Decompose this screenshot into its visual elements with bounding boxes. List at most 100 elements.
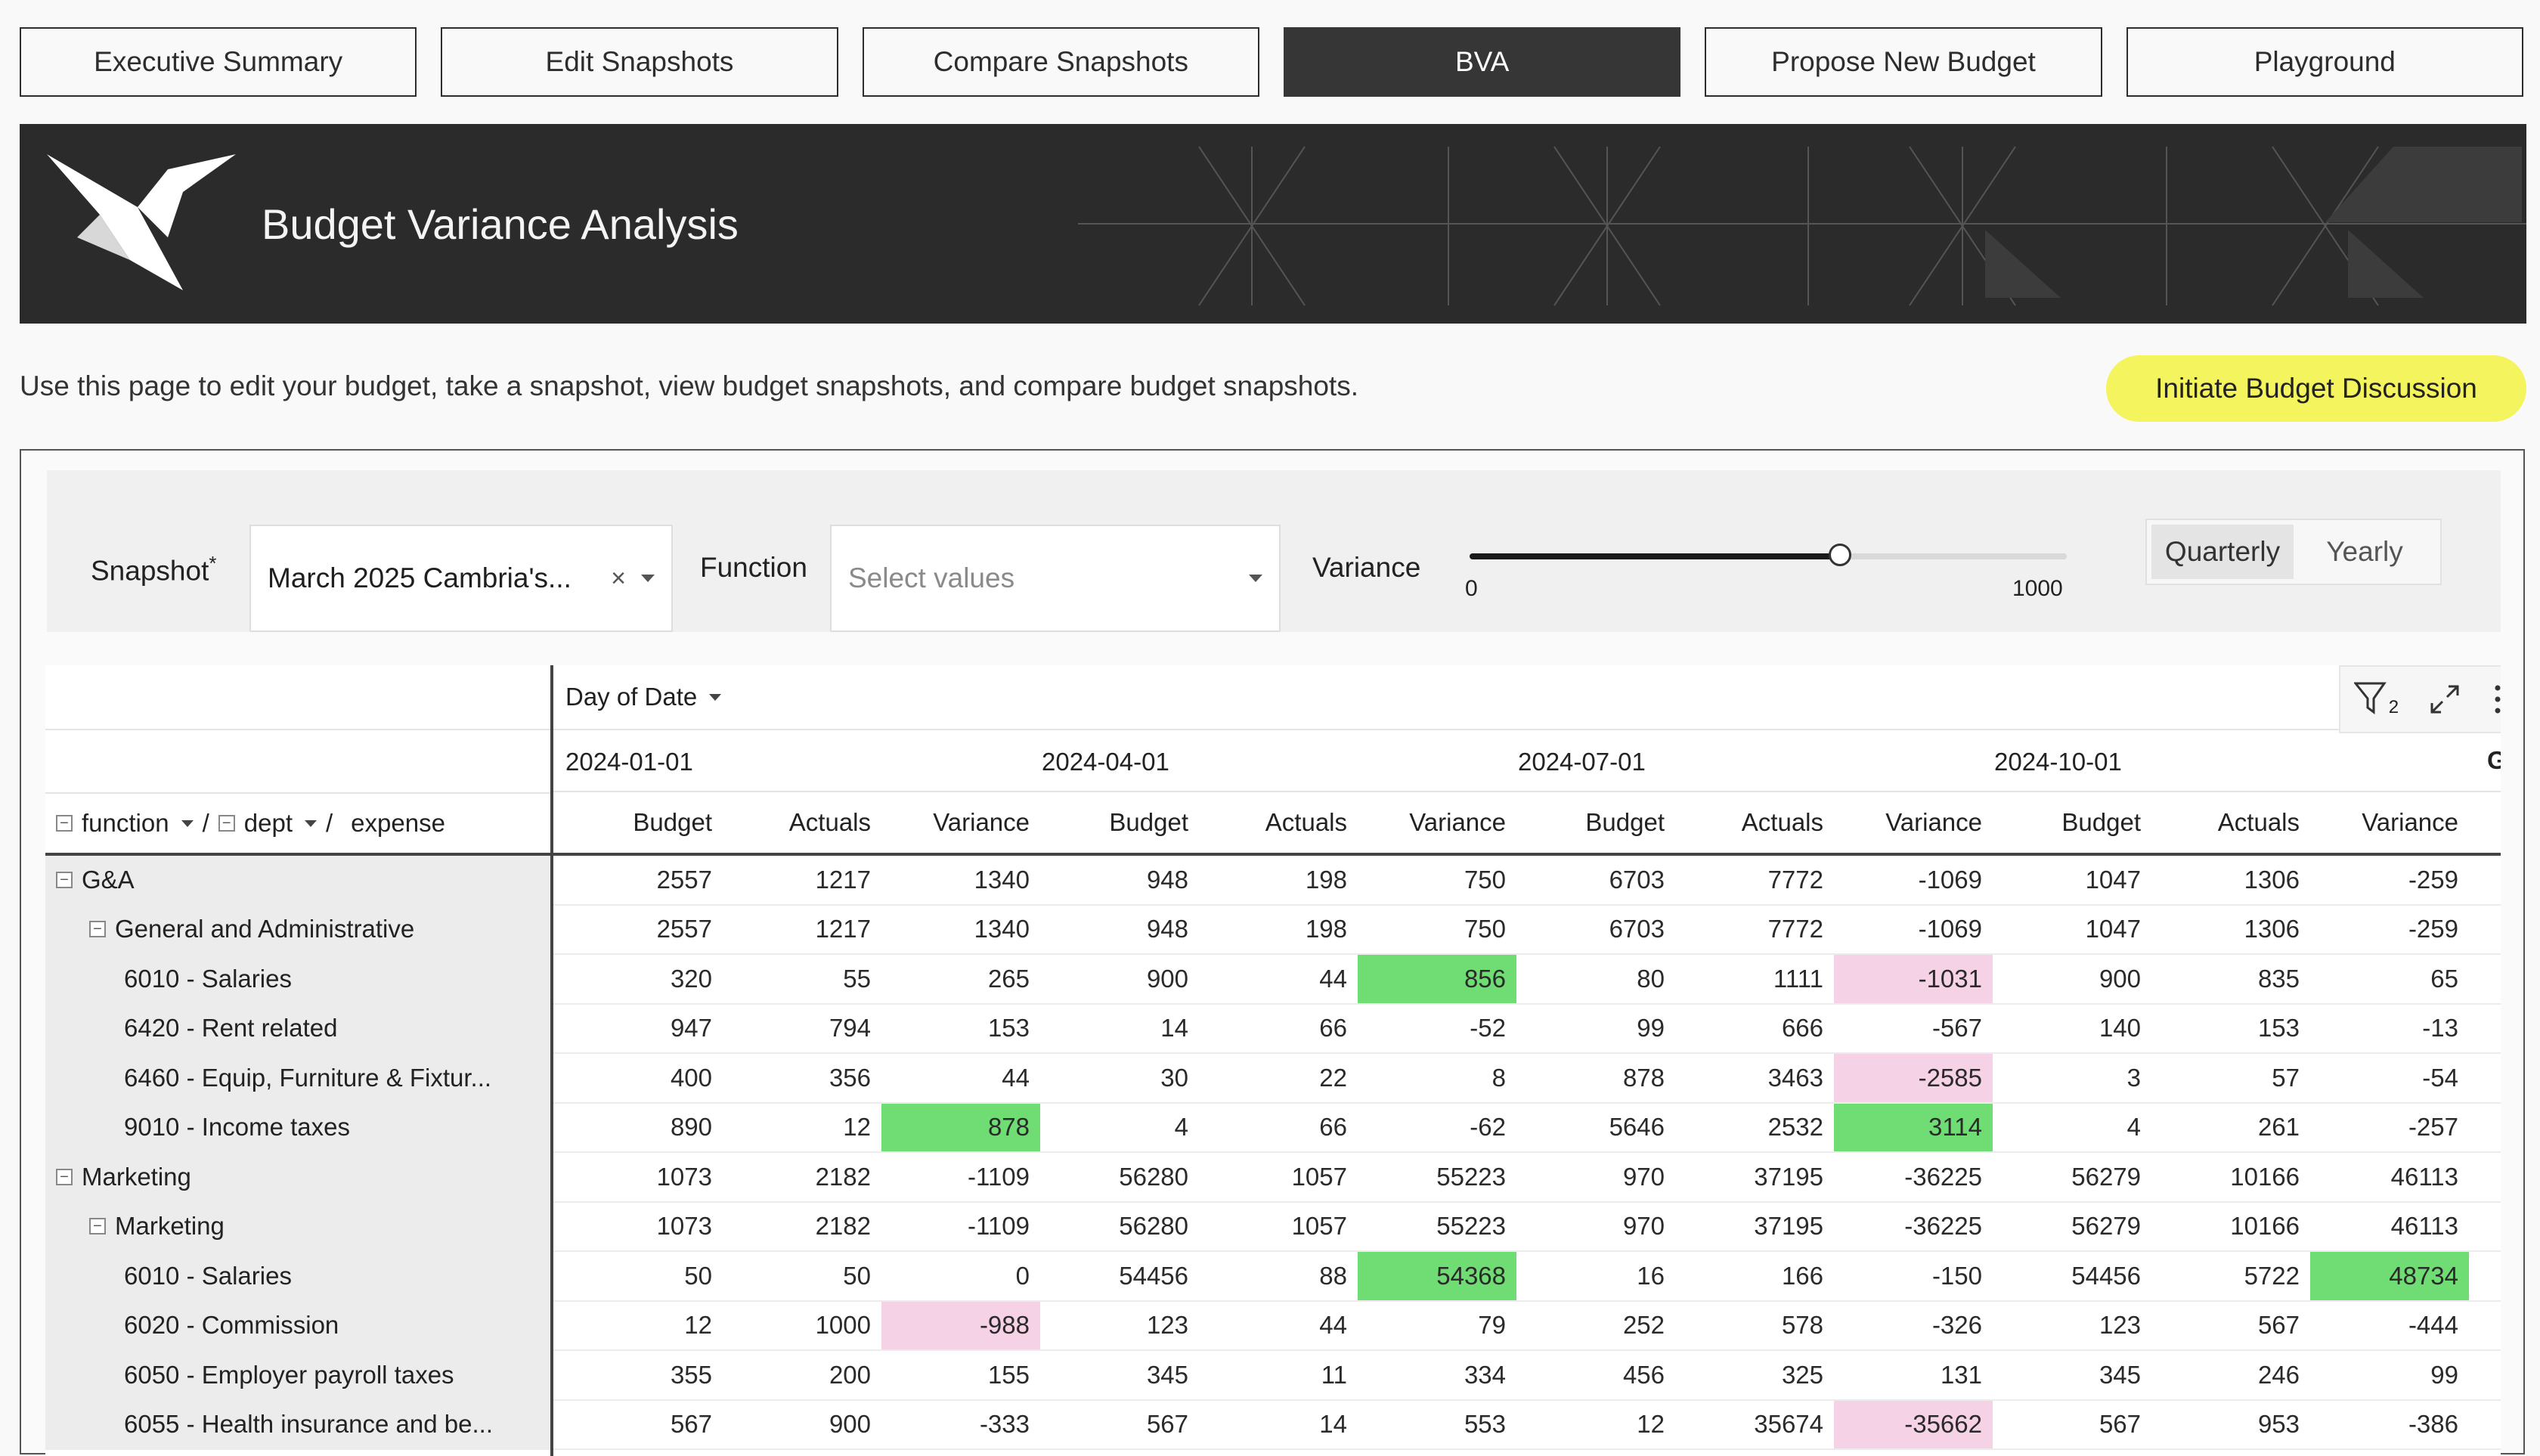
table-cell[interactable]: -1031 bbox=[1834, 955, 1993, 1003]
table-cell[interactable]: 2557 bbox=[656, 915, 712, 943]
table-cell[interactable]: 1340 bbox=[974, 915, 1030, 943]
table-cell[interactable]: 900 bbox=[1146, 964, 1188, 993]
table-cell[interactable]: 265 bbox=[987, 964, 1030, 993]
table-cell[interactable]: 1111 bbox=[1773, 964, 1823, 993]
table-cell[interactable]: 44 bbox=[1002, 1063, 1030, 1092]
table-cell[interactable]: 54456 bbox=[1119, 1261, 1188, 1290]
table-cell[interactable]: 66 bbox=[1319, 1113, 1347, 1142]
table-cell[interactable]: 5646 bbox=[1609, 1113, 1665, 1142]
table-cell[interactable]: 99 bbox=[2430, 1360, 2458, 1389]
table-cell[interactable]: 320 bbox=[670, 964, 712, 993]
table-cell[interactable]: 11 bbox=[1321, 1360, 1347, 1389]
table-cell[interactable]: -13 bbox=[2422, 1014, 2458, 1042]
chevron-down-icon[interactable] bbox=[641, 575, 655, 582]
table-cell[interactable]: -988 bbox=[881, 1301, 1040, 1349]
table-cell[interactable]: 54456 bbox=[2071, 1261, 2141, 1290]
measure-header-budget[interactable]: Budget bbox=[1585, 808, 1665, 836]
table-cell[interactable]: 2532 bbox=[1767, 1113, 1823, 1142]
table-cell[interactable]: -333 bbox=[979, 1410, 1030, 1439]
table-cell[interactable]: 345 bbox=[2099, 1360, 2141, 1389]
table-cell[interactable]: 334 bbox=[1464, 1360, 1506, 1389]
table-cell[interactable]: 900 bbox=[829, 1410, 871, 1439]
table-cell[interactable]: 456 bbox=[1622, 1360, 1665, 1389]
table-cell[interactable]: 55 bbox=[843, 964, 871, 993]
measure-header-variance[interactable]: Variance bbox=[1885, 808, 1982, 836]
table-cell[interactable]: 22 bbox=[1319, 1063, 1347, 1092]
table-cell[interactable]: 12 bbox=[843, 1113, 871, 1142]
table-cell[interactable]: 400 bbox=[670, 1063, 712, 1092]
tab-executive-summary[interactable]: Executive Summary bbox=[20, 27, 417, 97]
table-cell[interactable]: 153 bbox=[2257, 1014, 2300, 1042]
table-cell[interactable]: 5722 bbox=[2244, 1261, 2300, 1290]
table-cell[interactable]: -54 bbox=[2422, 1063, 2458, 1092]
measure-header-actuals[interactable]: Actuals bbox=[1741, 808, 1823, 836]
period-option-quarterly[interactable]: Quarterly bbox=[2151, 525, 2294, 579]
table-cell[interactable]: 835 bbox=[2257, 964, 2300, 993]
collapse-icon[interactable]: − bbox=[89, 1218, 106, 1235]
snapshot-select[interactable]: March 2025 Cambria's... × bbox=[249, 525, 673, 632]
table-cell[interactable]: 2182 bbox=[815, 1162, 871, 1191]
measure-header-variance[interactable]: Variance bbox=[933, 808, 1030, 836]
table-cell[interactable]: 325 bbox=[1781, 1360, 1823, 1389]
table-cell[interactable]: 890 bbox=[670, 1113, 712, 1142]
collapse-icon[interactable]: − bbox=[56, 1168, 73, 1185]
chevron-down-icon[interactable] bbox=[305, 819, 317, 827]
table-cell[interactable]: 7772 bbox=[1767, 915, 1823, 943]
table-cell[interactable]: 200 bbox=[829, 1360, 871, 1389]
table-cell[interactable]: 567 bbox=[2257, 1311, 2300, 1340]
table-cell[interactable]: 79 bbox=[1478, 1311, 1506, 1340]
table-cell[interactable]: 1057 bbox=[1291, 1162, 1347, 1191]
table-cell[interactable]: 750 bbox=[1464, 865, 1506, 894]
table-cell[interactable]: 16 bbox=[1637, 1261, 1665, 1290]
function-select[interactable]: Select values bbox=[830, 525, 1281, 632]
table-cell[interactable]: 50 bbox=[843, 1261, 871, 1290]
table-cell[interactable]: 2557 bbox=[656, 865, 712, 894]
table-cell[interactable]: 12 bbox=[684, 1311, 712, 1340]
table-cell[interactable]: 1000 bbox=[815, 1311, 871, 1340]
table-cell[interactable]: -52 bbox=[1470, 1014, 1506, 1042]
table-cell[interactable]: 252 bbox=[1622, 1311, 1665, 1340]
table-cell[interactable]: 1306 bbox=[2244, 865, 2300, 894]
variance-slider[interactable] bbox=[1470, 544, 2067, 566]
table-cell[interactable]: 947 bbox=[670, 1014, 712, 1042]
table-cell[interactable]: 750 bbox=[1464, 915, 1506, 943]
table-cell[interactable]: 44 bbox=[1319, 964, 1347, 993]
table-cell[interactable]: 948 bbox=[1146, 915, 1188, 943]
table-cell[interactable]: 65 bbox=[2430, 964, 2458, 993]
table-cell[interactable]: 123 bbox=[1146, 1311, 1188, 1340]
more-options-icon[interactable] bbox=[2490, 680, 2501, 718]
table-cell[interactable]: 878 bbox=[881, 1103, 1040, 1151]
table-cell[interactable]: 578 bbox=[1781, 1311, 1823, 1340]
table-cell[interactable]: 54368 bbox=[1358, 1252, 1516, 1300]
table-cell[interactable]: 567 bbox=[2099, 1410, 2141, 1439]
table-cell[interactable]: 6703 bbox=[1609, 915, 1665, 943]
table-cell[interactable]: 567 bbox=[670, 1410, 712, 1439]
table-cell[interactable]: 345 bbox=[1146, 1360, 1188, 1389]
measure-header-budget[interactable]: Budget bbox=[1109, 808, 1188, 836]
table-cell[interactable]: 355 bbox=[670, 1360, 712, 1389]
table-cell[interactable]: -444 bbox=[2408, 1311, 2458, 1340]
measure-header-actuals[interactable]: Actuals bbox=[1265, 808, 1347, 836]
table-cell[interactable]: 56280 bbox=[1119, 1162, 1188, 1191]
table-cell[interactable]: 198 bbox=[1305, 915, 1347, 943]
measure-header-actuals[interactable]: Actuals bbox=[2217, 808, 2300, 836]
tab-edit-snapshots[interactable]: Edit Snapshots bbox=[441, 27, 838, 97]
table-cell[interactable]: 1073 bbox=[656, 1212, 712, 1241]
table-cell[interactable]: 666 bbox=[1781, 1014, 1823, 1042]
table-cell[interactable]: 8 bbox=[1491, 1063, 1506, 1092]
chevron-down-icon[interactable] bbox=[181, 819, 194, 827]
slider-thumb[interactable] bbox=[1828, 544, 1851, 566]
table-cell[interactable]: 6703 bbox=[1609, 865, 1665, 894]
table-cell[interactable]: 80 bbox=[1637, 964, 1665, 993]
table-cell[interactable]: 356 bbox=[829, 1063, 871, 1092]
table-cell[interactable]: 131 bbox=[1940, 1360, 1982, 1389]
table-cell[interactable]: 56279 bbox=[2071, 1162, 2141, 1191]
table-cell[interactable]: -326 bbox=[1931, 1311, 1982, 1340]
tab-playground[interactable]: Playground bbox=[2126, 27, 2523, 97]
table-cell[interactable]: 10166 bbox=[2230, 1162, 2300, 1191]
table-cell[interactable]: 66 bbox=[1319, 1014, 1347, 1042]
table-cell[interactable]: 553 bbox=[1464, 1410, 1506, 1439]
day-of-date-header[interactable]: Day of Date bbox=[565, 665, 722, 729]
table-cell[interactable]: 261 bbox=[2257, 1113, 2300, 1142]
table-cell[interactable]: 567 bbox=[1146, 1410, 1188, 1439]
